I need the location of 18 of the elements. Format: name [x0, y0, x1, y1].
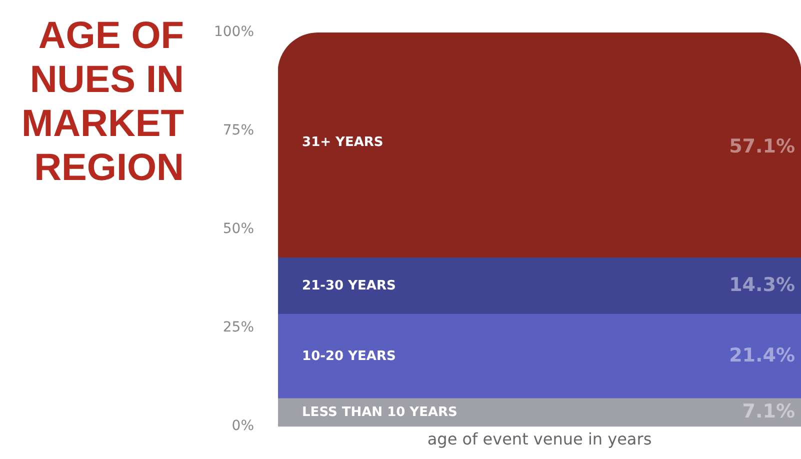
y-tick-label: 100%	[214, 24, 254, 40]
y-tick-label: 75%	[222, 122, 254, 139]
x-axis-title: age of event venue in years	[427, 429, 652, 448]
data-label: 21.4%	[729, 344, 795, 366]
bar	[278, 258, 801, 315]
bar	[278, 32, 801, 258]
y-tick-label: 50%	[222, 221, 254, 238]
bar	[278, 398, 801, 427]
series-label: 10-20 YEARS	[302, 348, 396, 364]
bar	[278, 314, 801, 399]
series-label: 31+ YEARS	[302, 135, 384, 150]
text: AGE OF NUES IN MARKET REGION	[20, 14, 184, 190]
y-tick-label: 25%	[222, 320, 254, 336]
data-label: 14.3%	[729, 274, 795, 296]
y-tick-label: 0%	[232, 418, 254, 434]
series-label: 21-30 YEARS	[302, 278, 396, 294]
series-label: LESS THAN 10 YEARS	[302, 404, 458, 420]
data-label: 57.1%	[729, 136, 795, 158]
